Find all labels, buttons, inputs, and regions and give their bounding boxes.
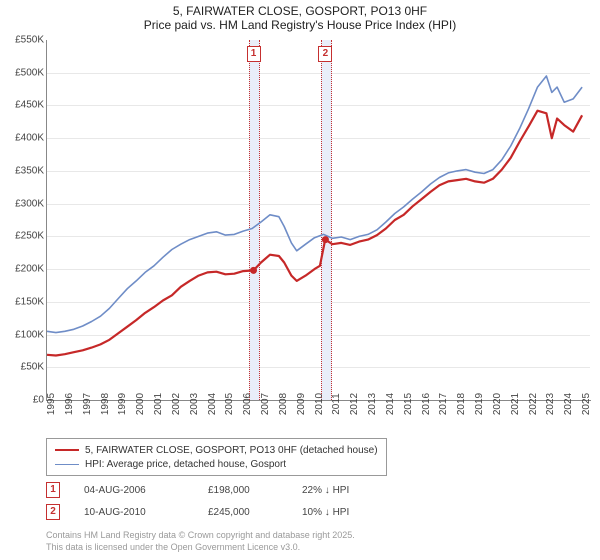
xtick-label: 1997: [82, 393, 93, 415]
sale-point-2: [322, 236, 329, 243]
ytick-label: £350K: [4, 165, 44, 176]
legend-row: HPI: Average price, detached house, Gosp…: [55, 457, 378, 471]
xtick-label: 2012: [349, 393, 360, 415]
ytick-label: £250K: [4, 231, 44, 242]
sale-row-1: 1 04-AUG-2006 £198,000 22% ↓ HPI: [46, 482, 349, 498]
xtick-label: 2007: [260, 393, 271, 415]
legend-label: 5, FAIRWATER CLOSE, GOSPORT, PO13 0HF (d…: [85, 445, 378, 456]
chart-container: 5, FAIRWATER CLOSE, GOSPORT, PO13 0HF Pr…: [0, 0, 600, 560]
line-series-svg: [47, 40, 591, 400]
xtick-label: 1996: [64, 393, 75, 415]
xtick-label: 2008: [278, 393, 289, 415]
sale-delta-1: 22% ↓ HPI: [302, 485, 349, 496]
sale-marker-box: 1: [247, 46, 261, 62]
series-blue: [47, 76, 582, 333]
sale-marker-1-icon: 1: [46, 482, 60, 498]
xtick-label: 2024: [563, 393, 574, 415]
xtick-label: 2025: [581, 393, 592, 415]
sale-delta-2: 10% ↓ HPI: [302, 507, 349, 518]
ytick-label: £50K: [4, 362, 44, 373]
xtick-label: 2018: [456, 393, 467, 415]
xtick-label: 2022: [528, 393, 539, 415]
ytick-label: £100K: [4, 329, 44, 340]
sale-price-2: £245,000: [208, 507, 278, 518]
ytick-label: £200K: [4, 264, 44, 275]
xtick-label: 2021: [510, 393, 521, 415]
xtick-label: 2005: [224, 393, 235, 415]
xtick-label: 2002: [171, 393, 182, 415]
sale-date-1: 04-AUG-2006: [84, 485, 184, 496]
title-block: 5, FAIRWATER CLOSE, GOSPORT, PO13 0HF Pr…: [0, 0, 600, 32]
sale-marker-2-icon: 2: [46, 504, 60, 520]
ytick-label: £150K: [4, 296, 44, 307]
xtick-label: 2014: [385, 393, 396, 415]
sale-row-2: 2 10-AUG-2010 £245,000 10% ↓ HPI: [46, 504, 349, 520]
plot-area: 12: [46, 40, 591, 401]
title-line-2: Price paid vs. HM Land Registry's House …: [0, 18, 600, 32]
legend: 5, FAIRWATER CLOSE, GOSPORT, PO13 0HF (d…: [46, 438, 387, 476]
legend-swatch: [55, 449, 79, 451]
xtick-label: 1998: [100, 393, 111, 415]
ytick-label: £500K: [4, 67, 44, 78]
ytick-label: £300K: [4, 198, 44, 209]
ytick-label: £550K: [4, 35, 44, 46]
xtick-label: 2023: [545, 393, 556, 415]
xtick-label: 2010: [314, 393, 325, 415]
sale-point-1: [250, 267, 257, 274]
ytick-label: £0: [4, 395, 44, 406]
legend-swatch: [55, 464, 79, 465]
legend-label: HPI: Average price, detached house, Gosp…: [85, 459, 286, 470]
xtick-label: 2003: [189, 393, 200, 415]
xtick-label: 1995: [46, 393, 57, 415]
xtick-label: 2001: [153, 393, 164, 415]
xtick-label: 2013: [367, 393, 378, 415]
sale-marker-box: 2: [318, 46, 332, 62]
ytick-label: £400K: [4, 133, 44, 144]
footnote-1: Contains HM Land Registry data © Crown c…: [46, 530, 355, 540]
xtick-label: 2015: [403, 393, 414, 415]
xtick-label: 2019: [474, 393, 485, 415]
xtick-label: 2000: [135, 393, 146, 415]
xtick-label: 2017: [438, 393, 449, 415]
xtick-label: 2020: [492, 393, 503, 415]
footnote-2: This data is licensed under the Open Gov…: [46, 542, 300, 552]
xtick-label: 2009: [296, 393, 307, 415]
xtick-label: 1999: [117, 393, 128, 415]
legend-row: 5, FAIRWATER CLOSE, GOSPORT, PO13 0HF (d…: [55, 443, 378, 457]
sale-price-1: £198,000: [208, 485, 278, 496]
xtick-label: 2006: [242, 393, 253, 415]
xtick-label: 2011: [331, 393, 342, 415]
ytick-label: £450K: [4, 100, 44, 111]
series-red: [47, 111, 582, 356]
title-line-1: 5, FAIRWATER CLOSE, GOSPORT, PO13 0HF: [0, 4, 600, 18]
xtick-label: 2004: [207, 393, 218, 415]
sale-date-2: 10-AUG-2010: [84, 507, 184, 518]
xtick-label: 2016: [421, 393, 432, 415]
